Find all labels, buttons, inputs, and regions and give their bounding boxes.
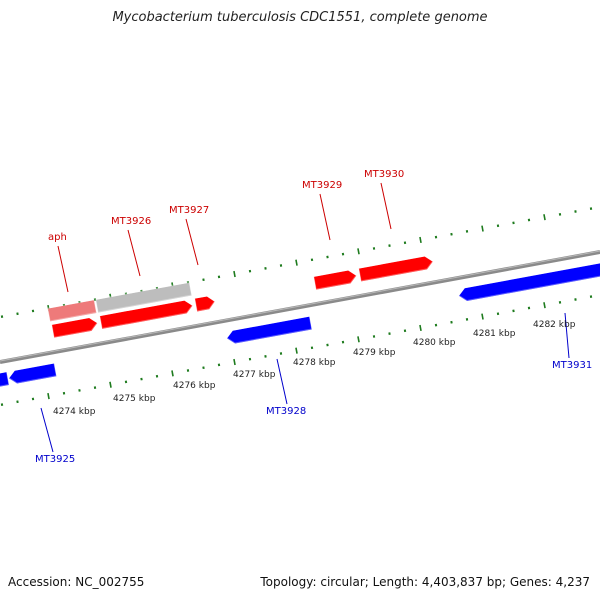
forward-gene-leader-line: [381, 183, 391, 229]
forward-gene-label: MT3929: [302, 180, 342, 191]
scale-tick-label: 4280 kbp: [413, 338, 456, 348]
scale-tick-label: 4281 kbp: [473, 329, 516, 339]
reverse-gene-label: MT3925: [35, 454, 75, 465]
scale-tick-label: 4277 kbp: [233, 370, 276, 380]
outer-scale-major-tick: [482, 226, 483, 232]
forward-gene-arrow-body: [359, 255, 434, 281]
forward-gene-arrow: [359, 255, 434, 282]
reverse-gene-label: MT3928: [266, 406, 306, 417]
inner-scale-major-tick: [420, 325, 421, 331]
reverse-gene-leader-line: [277, 359, 287, 404]
inner-scale-major-tick: [296, 348, 297, 354]
forward-gene-arrow: [195, 295, 216, 312]
inner-scale-major-tick: [110, 382, 111, 388]
reverse-gene-label: MT3931: [552, 360, 592, 371]
accession-text: Accession: NC_002755: [8, 575, 144, 589]
scale-tick-label: 4275 kbp: [113, 394, 156, 404]
scale-tick-label: 4276 kbp: [173, 381, 216, 391]
forward-gene-label: aph: [48, 232, 67, 243]
inner-scale-major-tick: [544, 302, 545, 308]
scale-tick-label: 4279 kbp: [353, 348, 396, 358]
reverse-gene-arrow: [226, 316, 312, 345]
reverse-gene-arrow: [8, 363, 57, 385]
topology-summary: Topology: circular; Length: 4,403,837 bp…: [260, 575, 590, 589]
inner-scale-major-tick: [172, 370, 173, 376]
page-title: Mycobacterium tuberculosis CDC1551, comp…: [0, 10, 600, 25]
scale-tick-label: 4274 kbp: [53, 407, 96, 417]
reverse-gene-arrow: [458, 262, 600, 302]
outer-scale-major-tick: [234, 271, 235, 277]
inner-scale-major-tick: [358, 336, 359, 342]
forward-gene-arrow: [314, 269, 358, 290]
forward-gene-label: MT3926: [111, 216, 151, 227]
reverse-gene-arrow-body: [226, 317, 312, 345]
scale-tick-label: 4278 kbp: [293, 358, 336, 368]
forward-gene-label: MT3930: [364, 169, 404, 180]
scale-tick-label: 4282 kbp: [533, 320, 576, 330]
forward-gene-leader-line: [320, 194, 330, 240]
outer-scale-major-tick: [544, 214, 545, 220]
outer-scale-major-tick: [358, 248, 359, 254]
outer-scale-major-tick: [420, 237, 421, 243]
inner-scale-major-tick: [48, 393, 49, 399]
reverse-gene-arrow: [0, 372, 9, 388]
reverse-gene-leader-line: [41, 408, 53, 452]
forward-gene-leader-line: [58, 246, 68, 292]
inner-scale-major-tick: [482, 314, 483, 320]
reverse-gene-arrow-body: [458, 263, 600, 302]
forward-gene-leader-line: [128, 230, 140, 276]
forward-gene-leader-line: [186, 219, 198, 265]
forward-gene-label: MT3927: [169, 205, 209, 216]
outer-scale-major-tick: [296, 260, 297, 266]
inner-scale-major-tick: [234, 359, 235, 365]
